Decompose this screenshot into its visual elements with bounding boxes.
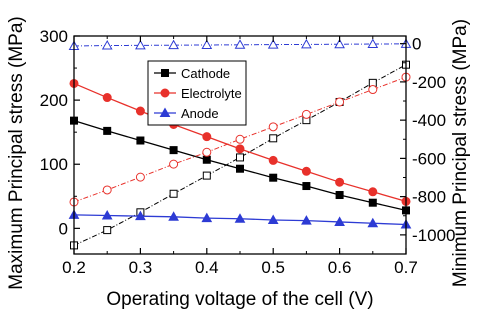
point-anode-max	[101, 210, 113, 220]
point-electrolyte-max	[102, 93, 112, 103]
legend-marker-electrolyte	[160, 88, 170, 98]
point-anode-min	[334, 38, 345, 49]
legend-label-anode: Anode	[181, 106, 219, 121]
legend-item-cathode: Cathode	[154, 66, 230, 81]
x-axis-title: Operating voltage of the cell (V)	[106, 289, 373, 310]
point-electrolyte-min	[202, 147, 212, 157]
point-electrolyte-min	[301, 109, 311, 119]
point-electrolyte-max	[335, 177, 345, 187]
point-anode-min	[168, 39, 179, 50]
point-anode-min	[101, 40, 113, 50]
right-y-axis-title: Minimum Principal stress (MPa)	[450, 19, 471, 287]
point-anode-min	[267, 39, 279, 49]
legend-item-electrolyte: Electrolyte	[154, 86, 242, 101]
legend-label-electrolyte: Electrolyte	[181, 86, 242, 101]
point-electrolyte-min	[102, 185, 112, 195]
point-cathode-max	[335, 191, 344, 200]
y-left-tick-label: 200	[40, 91, 68, 110]
y-right-tick-label: -400	[412, 111, 446, 130]
point-cathode-max	[236, 164, 244, 173]
point-cathode-max	[302, 182, 311, 191]
point-electrolyte-max	[301, 166, 311, 176]
series-anode	[68, 38, 412, 229]
point-cathode-max	[202, 155, 211, 164]
point-electrolyte-max	[268, 155, 278, 165]
point-anode-min	[367, 38, 379, 49]
y-right-tick-label: 0	[412, 35, 421, 54]
point-anode-max	[135, 210, 146, 221]
x-tick-label: 0.6	[328, 258, 352, 277]
point-anode-max	[334, 216, 345, 226]
point-anode-max	[234, 213, 246, 223]
point-cathode-max	[169, 146, 178, 155]
y-right-tick-label: -800	[412, 188, 446, 207]
point-electrolyte-min	[169, 159, 179, 169]
point-anode-min	[135, 39, 146, 50]
point-electrolyte-min	[268, 122, 278, 132]
x-tick-label: 0.5	[261, 258, 285, 277]
legend-marker-anode	[159, 107, 171, 117]
point-electrolyte-min	[368, 85, 378, 95]
point-electrolyte-min	[335, 97, 345, 107]
y-left-tick-label: 100	[40, 155, 68, 174]
point-anode-min	[234, 39, 246, 49]
point-cathode-max	[136, 136, 145, 145]
point-electrolyte-max	[202, 132, 212, 142]
y-left-tick-label: 300	[40, 27, 68, 46]
legend: Cathode Electrolyte Anode	[147, 60, 247, 126]
legend-item-anode: Anode	[154, 106, 219, 121]
x-tick-label: 0.2	[62, 258, 86, 277]
point-anode-max	[367, 217, 379, 228]
legend-label-cathode: Cathode	[181, 66, 230, 81]
point-cathode-max	[103, 126, 112, 135]
point-electrolyte-max	[235, 144, 245, 154]
x-tick-label: 0.3	[129, 258, 153, 277]
point-anode-max	[168, 211, 179, 221]
point-anode-min	[301, 38, 312, 49]
point-anode-max	[267, 214, 279, 225]
y-right-tick-label: -1000	[412, 226, 455, 245]
point-cathode-min	[202, 171, 211, 180]
y-right-tick-label: -600	[412, 149, 446, 168]
y-left-tick-label: 0	[59, 219, 68, 238]
left-y-axis-title: Maximum Principal stress (MPa)	[6, 16, 27, 289]
x-tick-label: 0.7	[394, 258, 418, 277]
point-cathode-max	[368, 198, 377, 207]
point-electrolyte-max	[135, 106, 145, 116]
point-anode-min	[201, 39, 213, 49]
legend-marker-cathode	[161, 69, 169, 77]
point-cathode-max	[269, 173, 278, 182]
x-tick-label: 0.4	[195, 258, 219, 277]
point-electrolyte-min	[235, 134, 245, 144]
point-electrolyte-max	[368, 187, 378, 197]
point-electrolyte-min	[135, 172, 145, 182]
point-anode-max	[301, 215, 312, 225]
point-cathode-min	[269, 134, 278, 143]
point-cathode-min	[103, 226, 112, 235]
point-cathode-min	[169, 189, 178, 198]
point-anode-max	[201, 212, 213, 223]
point-cathode-min	[236, 153, 244, 162]
y-right-tick-label: -200	[412, 73, 446, 92]
